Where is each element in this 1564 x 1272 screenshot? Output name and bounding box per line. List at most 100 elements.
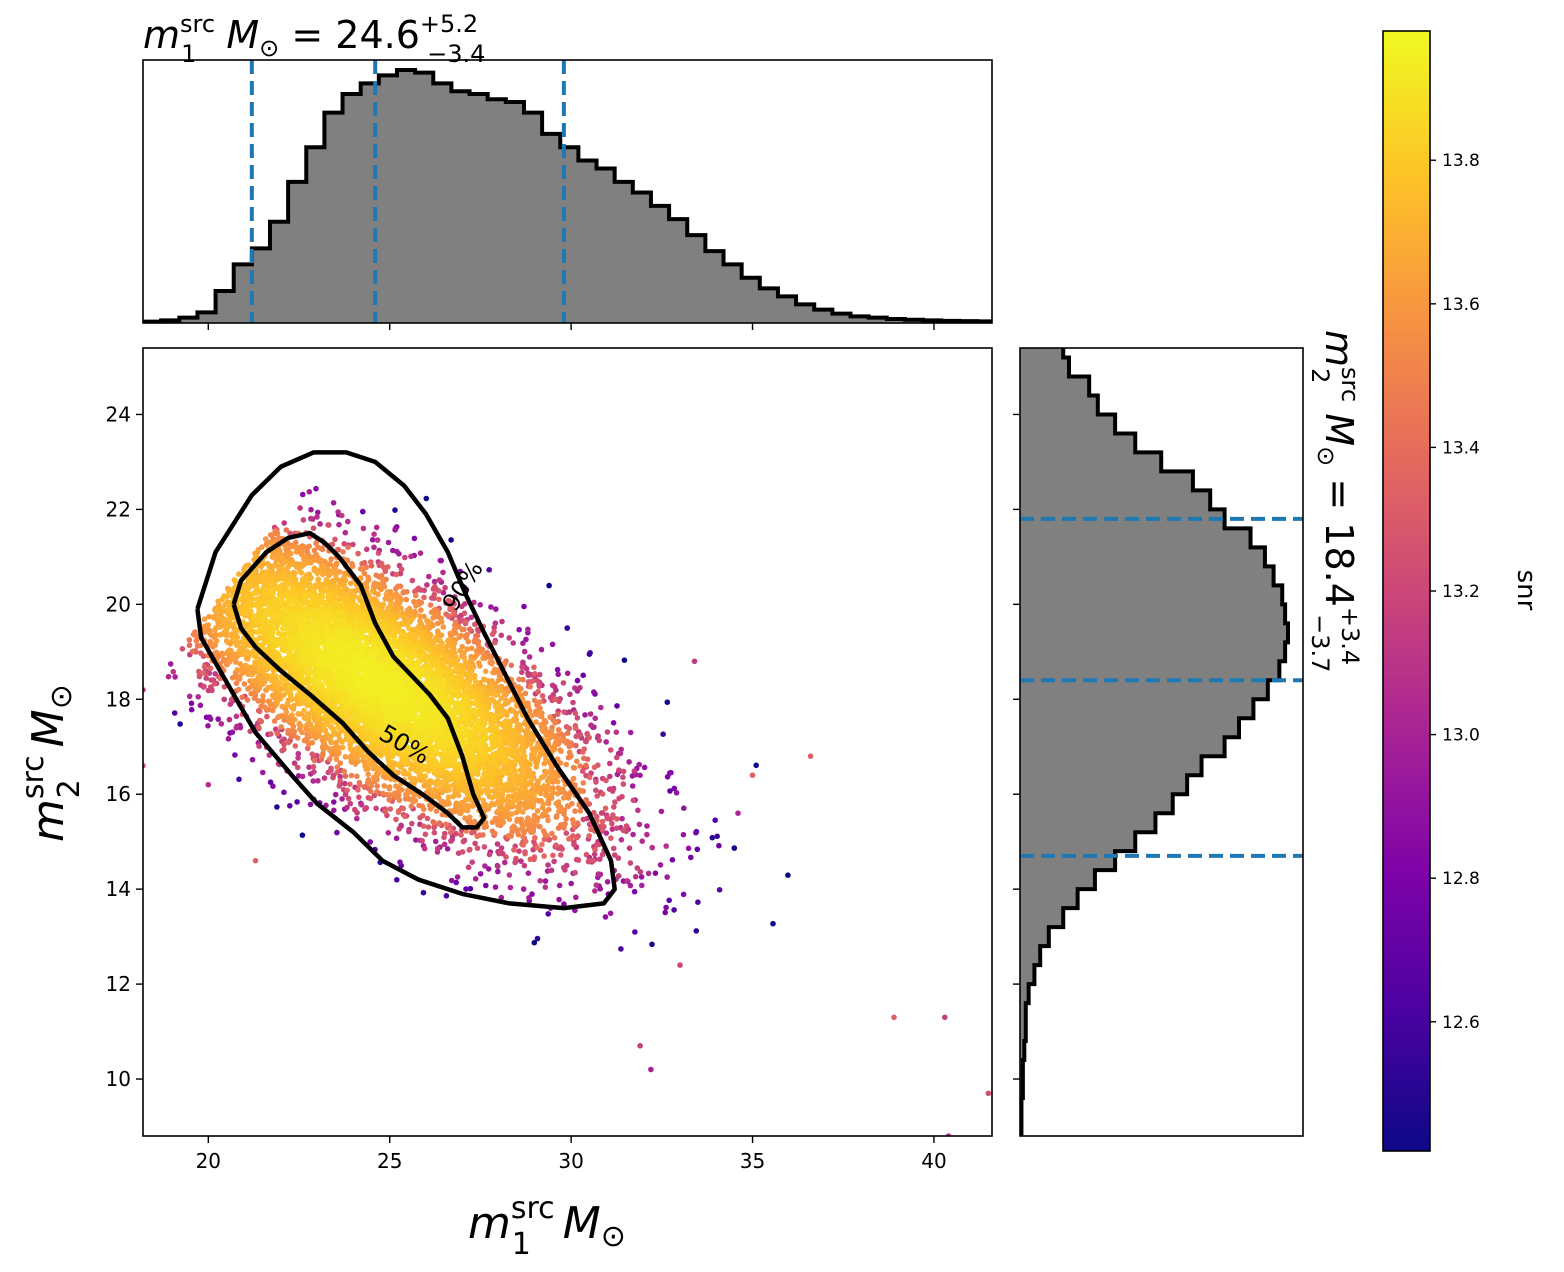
scatter-point: [291, 728, 298, 735]
scatter-point: [528, 740, 534, 747]
scatter-point: [632, 929, 638, 935]
scatter-point: [520, 659, 526, 666]
m1-marginal-ticks: [207, 323, 935, 330]
scatter-point: [467, 803, 473, 809]
scatter-point: [555, 727, 562, 733]
scatter-point: [498, 894, 505, 901]
scatter-point: [570, 775, 577, 782]
scatter-point: [467, 885, 474, 892]
scatter-point: [486, 567, 493, 573]
scatter-point: [417, 613, 423, 619]
scatter-point: [355, 758, 361, 765]
scatter-point: [327, 570, 334, 577]
scatter-point: [309, 739, 316, 746]
scatter-point: [415, 585, 422, 592]
scatter-point: [512, 768, 518, 775]
scatter-point: [315, 509, 321, 516]
scatter-point: [315, 708, 322, 715]
scatter-point: [427, 647, 434, 654]
scatter-point: [306, 489, 313, 495]
scatter-point: [487, 734, 494, 741]
scatter-point: [369, 588, 376, 594]
scatter-point: [197, 702, 204, 709]
scatter-point: [422, 773, 429, 779]
scatter-point: [492, 884, 499, 890]
scatter-point: [521, 603, 527, 610]
scatter-point: [403, 596, 410, 603]
scatter-point: [359, 560, 365, 567]
scatter-point: [620, 781, 627, 787]
scatter-point: [400, 805, 407, 812]
scatter-point: [542, 884, 549, 890]
scatter-point: [657, 862, 664, 868]
scatter-point: [636, 821, 643, 828]
scatter-point: [357, 575, 364, 581]
scatter-point: [610, 845, 617, 852]
scatter-point: [891, 1014, 897, 1021]
scatter-point: [419, 838, 426, 844]
scatter-point: [587, 711, 594, 717]
scatter-point: [667, 788, 673, 794]
scatter-point: [528, 735, 535, 742]
scatter-point: [593, 882, 600, 888]
scatter-point: [560, 680, 567, 686]
scatter-point: [630, 831, 636, 838]
scatter-point: [342, 754, 349, 760]
scatter-point: [466, 814, 473, 820]
scatter-point: [255, 586, 261, 593]
scatter-point: [582, 712, 588, 718]
scatter-point: [336, 783, 343, 789]
scatter-point: [545, 862, 551, 868]
scatter-point: [186, 642, 193, 649]
scatter-point: [548, 727, 555, 734]
scatter-point: [406, 625, 412, 632]
scatter-point: [283, 546, 289, 553]
scatter-point: [522, 838, 529, 845]
scatter-point: [480, 832, 486, 838]
scatter-point: [580, 816, 587, 823]
scatter-point: [543, 792, 549, 799]
scatter-point: [480, 797, 487, 804]
scatter-point: [671, 907, 677, 913]
m1-title-base: m: [143, 13, 180, 57]
scatter-point: [293, 549, 300, 555]
scatter-point: [270, 707, 276, 714]
scatter-point: [534, 785, 541, 792]
scatter-point: [521, 648, 528, 655]
scatter-point: [527, 683, 533, 690]
scatter-point: [427, 602, 434, 608]
scatter-point: [352, 806, 358, 813]
scatter-point: [735, 810, 741, 816]
scatter-point: [421, 845, 428, 852]
scatter-point: [360, 525, 367, 532]
scatter-point: [244, 648, 250, 654]
scatter-point: [251, 575, 257, 582]
scatter-point: [311, 757, 318, 764]
scatter-point: [448, 829, 455, 835]
scatter-point: [303, 578, 310, 585]
scatter-point: [534, 818, 540, 824]
scatter-point: [334, 829, 340, 836]
scatter-point: [618, 837, 625, 843]
scatter-point: [593, 842, 600, 848]
scatter-point: [562, 790, 569, 797]
scatter-point: [269, 651, 275, 657]
scatter-point: [250, 591, 257, 597]
scatter-point: [340, 601, 347, 607]
scatter-point: [638, 874, 645, 880]
scatter-point: [618, 946, 624, 952]
scatter-point: [371, 531, 377, 537]
scatter-point: [299, 729, 305, 736]
scatter-point: [566, 739, 572, 746]
scatter-point: [301, 737, 308, 744]
scatter-point: [310, 764, 317, 770]
scatter-point: [523, 636, 529, 643]
scatter-point: [314, 514, 320, 520]
scatter-point: [629, 783, 636, 789]
scatter-point: [607, 910, 614, 917]
scatter-point: [507, 884, 514, 891]
scatter-point: [481, 844, 488, 850]
scatter-point: [549, 744, 555, 751]
scatter-point: [412, 638, 419, 644]
scatter-point: [509, 811, 515, 817]
